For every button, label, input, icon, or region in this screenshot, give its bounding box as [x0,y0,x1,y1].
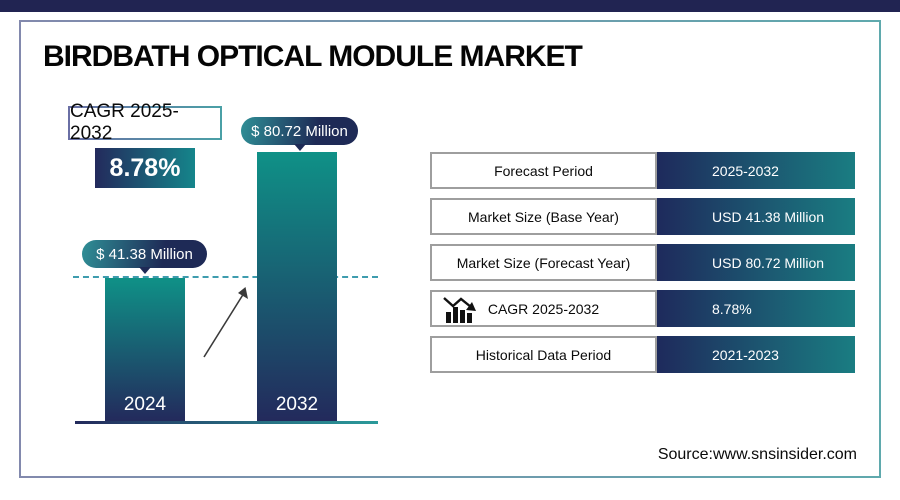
value-bubble-2032: $ 80.72 Million [241,117,358,145]
cagr-label-box: CAGR 2025-2032 [68,101,222,144]
cagr-value-box: 8.78% [95,148,195,188]
reference-dashed-line [73,276,378,278]
chart-baseline [75,421,378,424]
table-row: CAGR 2025-2032 8.78% [430,290,855,327]
row-label: Historical Data Period [430,336,657,373]
top-accent-bar [0,0,900,12]
value-bubble-2024: $ 41.38 Million [82,240,207,268]
row-value: 2025-2032 [657,152,855,189]
row-label: CAGR 2025-2032 [430,290,657,327]
bar-2024: 2024 [105,278,185,421]
row-label: Market Size (Base Year) [430,198,657,235]
table-row: Market Size (Forecast Year) USD 80.72 Mi… [430,244,855,281]
table-row: Historical Data Period 2021-2023 [430,336,855,373]
market-info-table: Forecast Period 2025-2032 Market Size (B… [430,152,855,382]
bar-year-label: 2032 [275,394,319,415]
bar-year-label: 2024 [123,394,167,415]
row-value: USD 41.38 Million [657,198,855,235]
bar-chart-trend-icon [443,297,476,323]
page-title: BIRDBATH OPTICAL MODULE MARKET [43,40,583,73]
row-label: Market Size (Forecast Year) [430,244,657,281]
row-label-text: CAGR 2025-2032 [487,300,600,317]
growth-arrow-icon [203,287,248,358]
row-value: 8.78% [657,290,855,327]
table-row: Forecast Period 2025-2032 [430,152,855,189]
source-attribution: Source:www.snsinsider.com [657,446,857,463]
bar-2032: 2032 [257,152,337,421]
row-value: 2021-2023 [657,336,855,373]
row-value: USD 80.72 Million [657,244,855,281]
row-label: Forecast Period [430,152,657,189]
table-row: Market Size (Base Year) USD 41.38 Millio… [430,198,855,235]
